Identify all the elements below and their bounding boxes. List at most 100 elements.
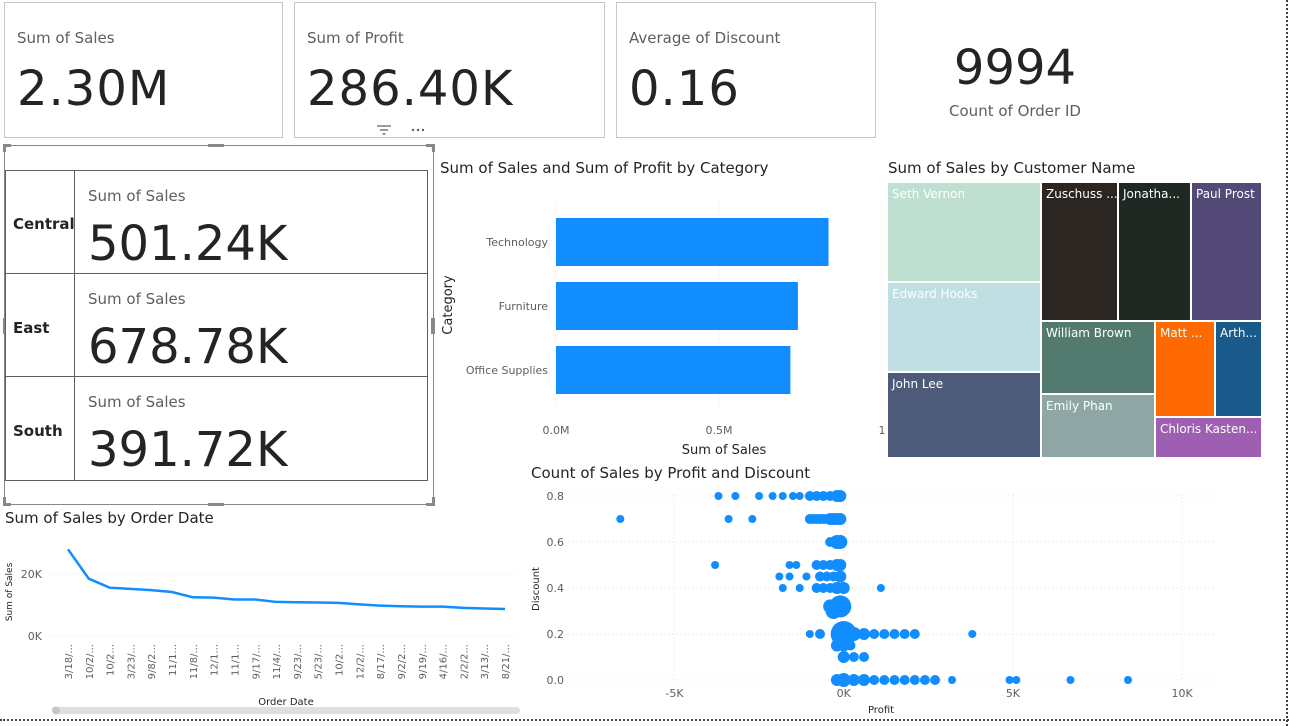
treemap-cell-chloris-kasten[interactable]: Chloris Kasten...	[1155, 417, 1262, 458]
scatter-point[interactable]	[616, 515, 625, 523]
scatter-point[interactable]	[837, 651, 850, 663]
scatter-point[interactable]	[778, 492, 787, 500]
scatter-point[interactable]	[919, 675, 930, 685]
scatter-y-tick-label: 0.6	[547, 536, 565, 549]
treemap-cell-william-brown[interactable]: William Brown	[1041, 321, 1155, 394]
scatter-point[interactable]	[837, 582, 850, 594]
scatter-point[interactable]	[711, 561, 720, 569]
treemap-cell-arth[interactable]: Arth...	[1215, 321, 1262, 417]
scatter-point[interactable]	[876, 584, 885, 592]
scatter-point[interactable]	[792, 561, 801, 569]
scatter-point[interactable]	[847, 674, 860, 686]
resize-handle[interactable]	[3, 503, 11, 506]
scatter-point[interactable]	[879, 629, 890, 639]
scatter-point[interactable]	[748, 515, 757, 523]
scatter-point[interactable]	[834, 513, 847, 525]
scatter-chart[interactable]: 0.0 0.2 0.4 0.6 0.8 -5K 0K 5K 10K Discount Profi…	[526, 484, 1226, 719]
card-average-of-discount[interactable]: Average of Discount 0.16	[616, 2, 876, 138]
more-options-icon[interactable]	[410, 121, 426, 133]
card-sum-of-sales[interactable]: Sum of Sales 2.30M	[4, 2, 283, 138]
scatter-point[interactable]	[968, 630, 977, 638]
resize-handle[interactable]	[431, 318, 435, 334]
scatter-point[interactable]	[930, 675, 941, 685]
scatter-point[interactable]	[834, 490, 847, 502]
scatter-point[interactable]	[768, 492, 777, 500]
line-series[interactable]	[66, 548, 506, 611]
scatter-point[interactable]	[1066, 676, 1075, 684]
resize-handle[interactable]	[3, 144, 11, 147]
scatter-point[interactable]	[846, 627, 861, 641]
scatter-point[interactable]	[802, 572, 811, 581]
scatter-point[interactable]	[909, 675, 920, 685]
scatter-point[interactable]	[948, 676, 956, 684]
scatter-point[interactable]	[848, 652, 859, 662]
row-value: 391.72K	[88, 422, 288, 478]
scatter-point[interactable]	[833, 535, 848, 549]
treemap-cell-emily-phan[interactable]: Emily Phan	[1041, 394, 1155, 458]
card-count-of-order-id[interactable]: 9994 Count of Order ID	[900, 30, 1130, 130]
scatter-point[interactable]	[795, 492, 804, 500]
resize-handle[interactable]	[208, 144, 224, 147]
scatter-point[interactable]	[825, 537, 836, 547]
scatter-point[interactable]	[775, 572, 784, 581]
scatter-point[interactable]	[858, 628, 870, 640]
scatter-point[interactable]	[899, 629, 910, 639]
scatter-point[interactable]	[785, 572, 794, 581]
treemap[interactable]: Seth Vernon Edward Hooks John Lee Zuschu…	[887, 182, 1262, 458]
scatter-point[interactable]	[731, 492, 740, 500]
region-cell: South	[6, 377, 75, 480]
scatter-y-tick-label: 0.4	[547, 582, 565, 595]
filter-icon[interactable]	[376, 121, 392, 135]
scatter-point[interactable]	[858, 674, 870, 686]
card-sum-of-profit[interactable]: Sum of Profit 286.40K	[294, 2, 605, 138]
treemap-cell-matt[interactable]: Matt ...	[1155, 321, 1215, 417]
resize-handle[interactable]	[432, 497, 435, 506]
scatter-point[interactable]	[869, 629, 880, 639]
bar-chart[interactable]: 0.0M 0.5M 1 Technology Furniture Office Suppl…	[437, 180, 887, 460]
resize-handle[interactable]	[208, 503, 224, 506]
scatter-point[interactable]	[1124, 676, 1132, 684]
scrollbar-thumb[interactable]	[52, 706, 60, 715]
scatter-x-tick-label: -5K	[665, 687, 684, 700]
bar-mark[interactable]	[556, 346, 791, 394]
scatter-point[interactable]	[845, 640, 856, 651]
scatter-point[interactable]	[805, 630, 814, 638]
scatter-point[interactable]	[785, 561, 794, 569]
resize-handle[interactable]	[3, 144, 6, 152]
scatter-point[interactable]	[788, 492, 797, 500]
scatter-point[interactable]	[815, 629, 825, 639]
scatter-point[interactable]	[879, 675, 890, 685]
resize-handle[interactable]	[426, 144, 434, 147]
scatter-point[interactable]	[1012, 676, 1021, 684]
scatter-point[interactable]	[755, 492, 764, 500]
resize-handle[interactable]	[3, 497, 6, 506]
scatter-point[interactable]	[909, 629, 920, 639]
treemap-cell-john-lee[interactable]: John Lee	[887, 372, 1041, 458]
scatter-point[interactable]	[714, 492, 723, 500]
scatter-point[interactable]	[899, 675, 910, 685]
scatter-point[interactable]	[1005, 676, 1014, 684]
treemap-cell-jonatha[interactable]: Jonatha...	[1118, 182, 1191, 321]
scatter-point[interactable]	[795, 584, 804, 592]
line-chart-scrollbar[interactable]	[52, 707, 520, 714]
scatter-point[interactable]	[869, 675, 880, 685]
treemap-cell-seth-vernon[interactable]: Seth Vernon	[887, 182, 1041, 282]
resize-handle[interactable]	[426, 503, 434, 506]
scatter-point[interactable]	[859, 652, 869, 662]
bar-mark[interactable]	[556, 218, 829, 266]
scatter-point[interactable]	[836, 673, 851, 687]
scatter-point[interactable]	[889, 675, 900, 685]
scatter-point[interactable]	[724, 515, 733, 523]
resize-handle[interactable]	[432, 144, 435, 152]
treemap-cell-paul-prost[interactable]: Paul Prost	[1191, 182, 1262, 321]
bar-mark[interactable]	[556, 282, 798, 330]
line-chart[interactable]: 0K 20K 3/18/... 10/2/... 10/2... 3/23/... 9/8/…	[0, 530, 530, 720]
scatter-point[interactable]	[889, 629, 900, 639]
scatter-point[interactable]	[778, 584, 787, 592]
scatter-point[interactable]	[825, 603, 842, 619]
scatter-point[interactable]	[834, 570, 847, 583]
scatter-point[interactable]	[834, 559, 847, 571]
treemap-cell-zuschuss[interactable]: Zuschuss ...	[1041, 182, 1118, 321]
scatter-chart-xlabel: Profit	[868, 705, 894, 716]
treemap-cell-edward-hooks[interactable]: Edward Hooks	[887, 282, 1041, 372]
